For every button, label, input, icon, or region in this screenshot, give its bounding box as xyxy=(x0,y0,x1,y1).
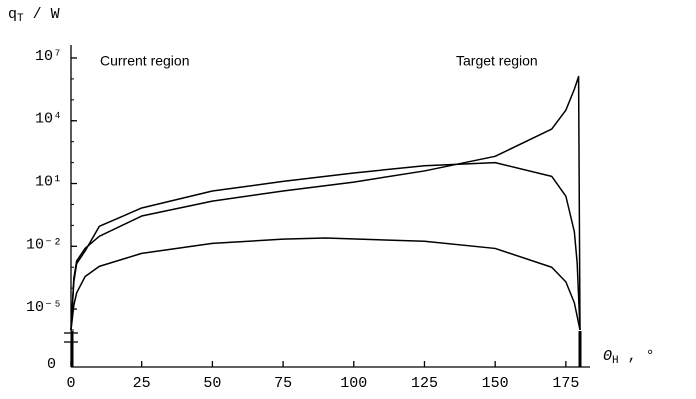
curve xyxy=(70,161,581,331)
y-tick-label: 10⁻² xyxy=(26,236,62,253)
annotation: Target region xyxy=(456,53,538,69)
curve xyxy=(70,75,581,331)
x-tick-label: 0 xyxy=(66,375,75,392)
y-tick-label: 10¹ xyxy=(35,173,62,190)
y-tick-label: 10⁴ xyxy=(35,111,62,128)
x-tick-label: 125 xyxy=(411,375,438,392)
y-axis-label: qT / W xyxy=(8,6,60,25)
x-tick-label: 25 xyxy=(133,375,151,392)
x-tick-label: 150 xyxy=(482,375,509,392)
x-tick-label: 50 xyxy=(203,375,221,392)
curve xyxy=(70,237,581,331)
y-zero-label: 0 xyxy=(47,356,56,373)
y-tick-label: 10⁻⁵ xyxy=(26,299,62,316)
annotation: Current region xyxy=(100,53,190,69)
y-tick-label: 10⁷ xyxy=(35,48,62,65)
x-tick-label: 175 xyxy=(552,375,579,392)
x-tick-label: 75 xyxy=(274,375,292,392)
x-axis-label: ΘH , ° xyxy=(603,348,655,367)
x-tick-label: 100 xyxy=(340,375,367,392)
